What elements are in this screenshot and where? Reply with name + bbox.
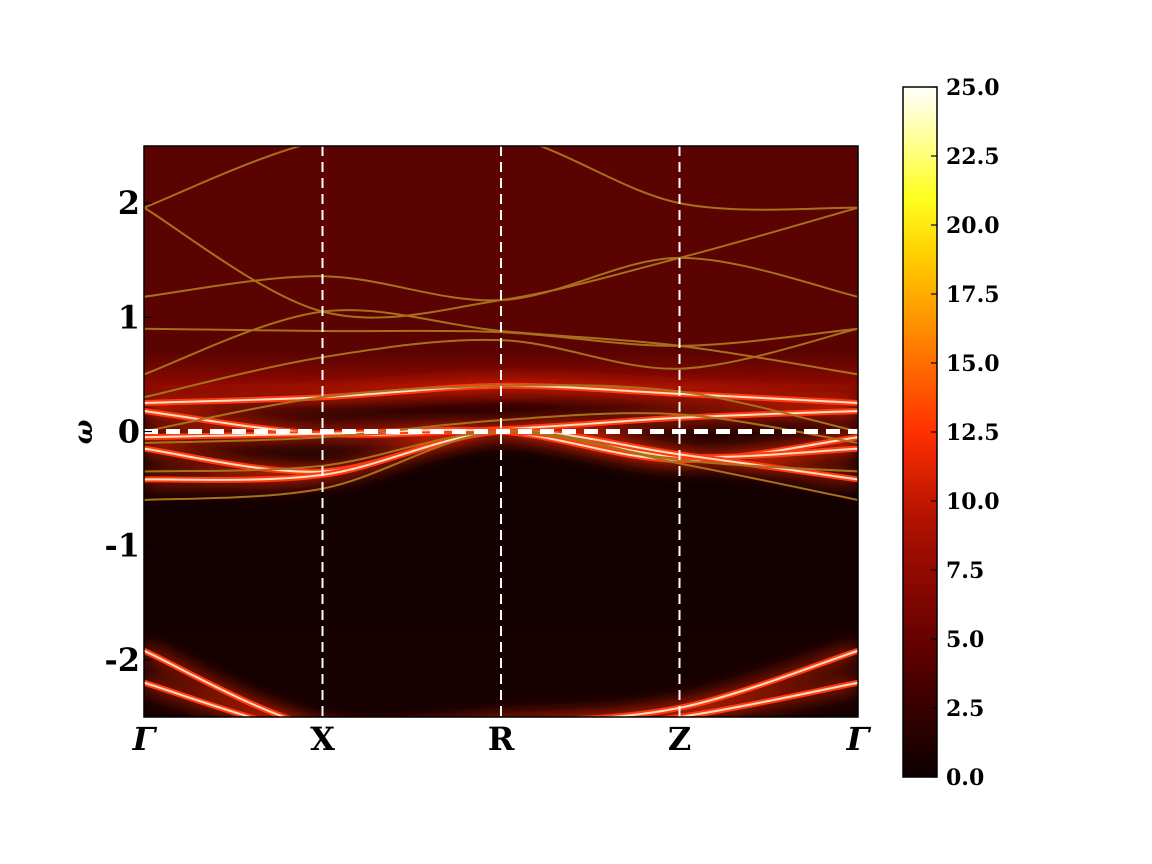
x-tick-label: X xyxy=(310,720,335,758)
y-tick-label: 1 xyxy=(118,298,140,336)
y-tick-label: -1 xyxy=(104,527,140,565)
colorbar: 0.0 2.5 5.0 7.5 10.0 12.5 15.0 17.5 20.0 22.5 25.0 xyxy=(902,75,1000,791)
y-axis-label: ω xyxy=(69,419,99,444)
colorbar-tick-label: 2.5 xyxy=(946,696,984,722)
y-tick-label: 0 xyxy=(118,413,140,451)
colorbar-tick-label: 0.0 xyxy=(946,765,984,791)
x-tick-label: Z xyxy=(668,720,691,758)
spectral-band-core-qp-7 xyxy=(144,681,858,717)
colorbar-tick-label: 22.5 xyxy=(946,144,1000,170)
dft-band-dft-4 xyxy=(144,327,858,347)
colorbar-tick-label: 25.0 xyxy=(946,75,1000,101)
dft-band-dft-1 xyxy=(144,146,858,211)
x-tick-label: Γ xyxy=(846,720,872,758)
x-tick-label: Γ xyxy=(132,720,158,758)
colorbar-tick-label: 10.0 xyxy=(946,489,1000,515)
y-tick-label: -2 xyxy=(104,641,140,679)
spectral-band-core-qp-6 xyxy=(144,649,858,717)
colorbar-tick-label: 5.0 xyxy=(946,627,984,653)
x-tick-label: R xyxy=(488,720,515,758)
colorbar-tick-label: 15.0 xyxy=(946,351,1000,377)
colorbar-ticks: 0.0 2.5 5.0 7.5 10.0 12.5 15.0 17.5 20.0 22.5 25.0 xyxy=(931,75,1000,791)
colorbar-tick-label: 12.5 xyxy=(946,420,1000,446)
plot-area xyxy=(144,146,858,717)
colorbar-tick-label: 17.5 xyxy=(946,282,1000,308)
dft-band-dft-3 xyxy=(144,256,858,302)
colorbar-tick-label: 20.0 xyxy=(946,213,1000,239)
y-axis-ticks: 2 1 0 -1 -2 xyxy=(104,184,152,679)
y-tick-label: 2 xyxy=(118,184,140,222)
colorbar-tick-label: 7.5 xyxy=(946,558,984,584)
dft-band-dft-7 xyxy=(144,384,858,433)
